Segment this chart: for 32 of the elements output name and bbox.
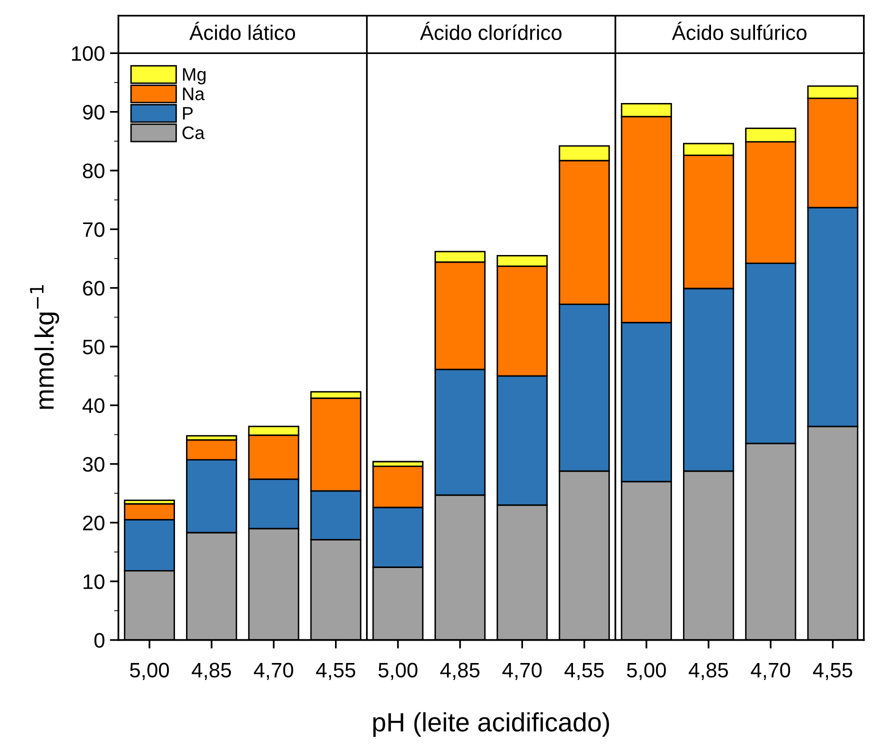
text: Ácido sulfúrico xyxy=(672,22,806,40)
x-tick-label: 4,70 xyxy=(502,662,542,680)
x-tick-label: 4,85 xyxy=(688,662,728,680)
x-tick-label: 5,00 xyxy=(378,662,418,680)
x-tick-label: 4,55 xyxy=(316,663,356,680)
y-tick-label: 10 xyxy=(84,574,104,590)
legend-label: Ca xyxy=(182,126,205,140)
y-tick-label: 0 xyxy=(94,633,104,648)
y-tick-label: 70 xyxy=(83,222,104,237)
x-tick-label: 4,55 xyxy=(564,663,604,680)
y-tick-label: 90 xyxy=(83,104,104,120)
text: Ácido lático xyxy=(189,22,296,40)
legend-label: P xyxy=(183,107,193,120)
x-tick-label: 5,00 xyxy=(130,662,169,680)
y-tick-label: 80 xyxy=(82,164,104,178)
y-tick-label: 100 xyxy=(72,46,104,61)
x-tick-label: 4,85 xyxy=(192,662,231,680)
y-tick-label: 20 xyxy=(83,516,104,530)
legend-label: Na xyxy=(183,88,205,100)
x-tick-label: 4,55 xyxy=(812,663,852,680)
x-tick-label: 5,00 xyxy=(626,662,666,680)
y-tick-label: 60 xyxy=(83,280,104,296)
y-axis-title: mmol.kg$^{−1}$ xyxy=(30,285,60,409)
y-tick-label: 40 xyxy=(82,398,104,414)
legend-label: Mg xyxy=(183,68,206,84)
x-tick-label: 4,70 xyxy=(750,662,790,680)
x-tick-label: 4,70 xyxy=(254,662,294,680)
y-tick-label: 50 xyxy=(82,340,104,354)
y-tick-label: 30 xyxy=(82,456,104,472)
x-tick-label: 4,85 xyxy=(440,662,480,680)
text: Ácido clorídrico xyxy=(420,22,562,40)
x-axis-title: pH (leite acidificado) xyxy=(373,712,610,737)
